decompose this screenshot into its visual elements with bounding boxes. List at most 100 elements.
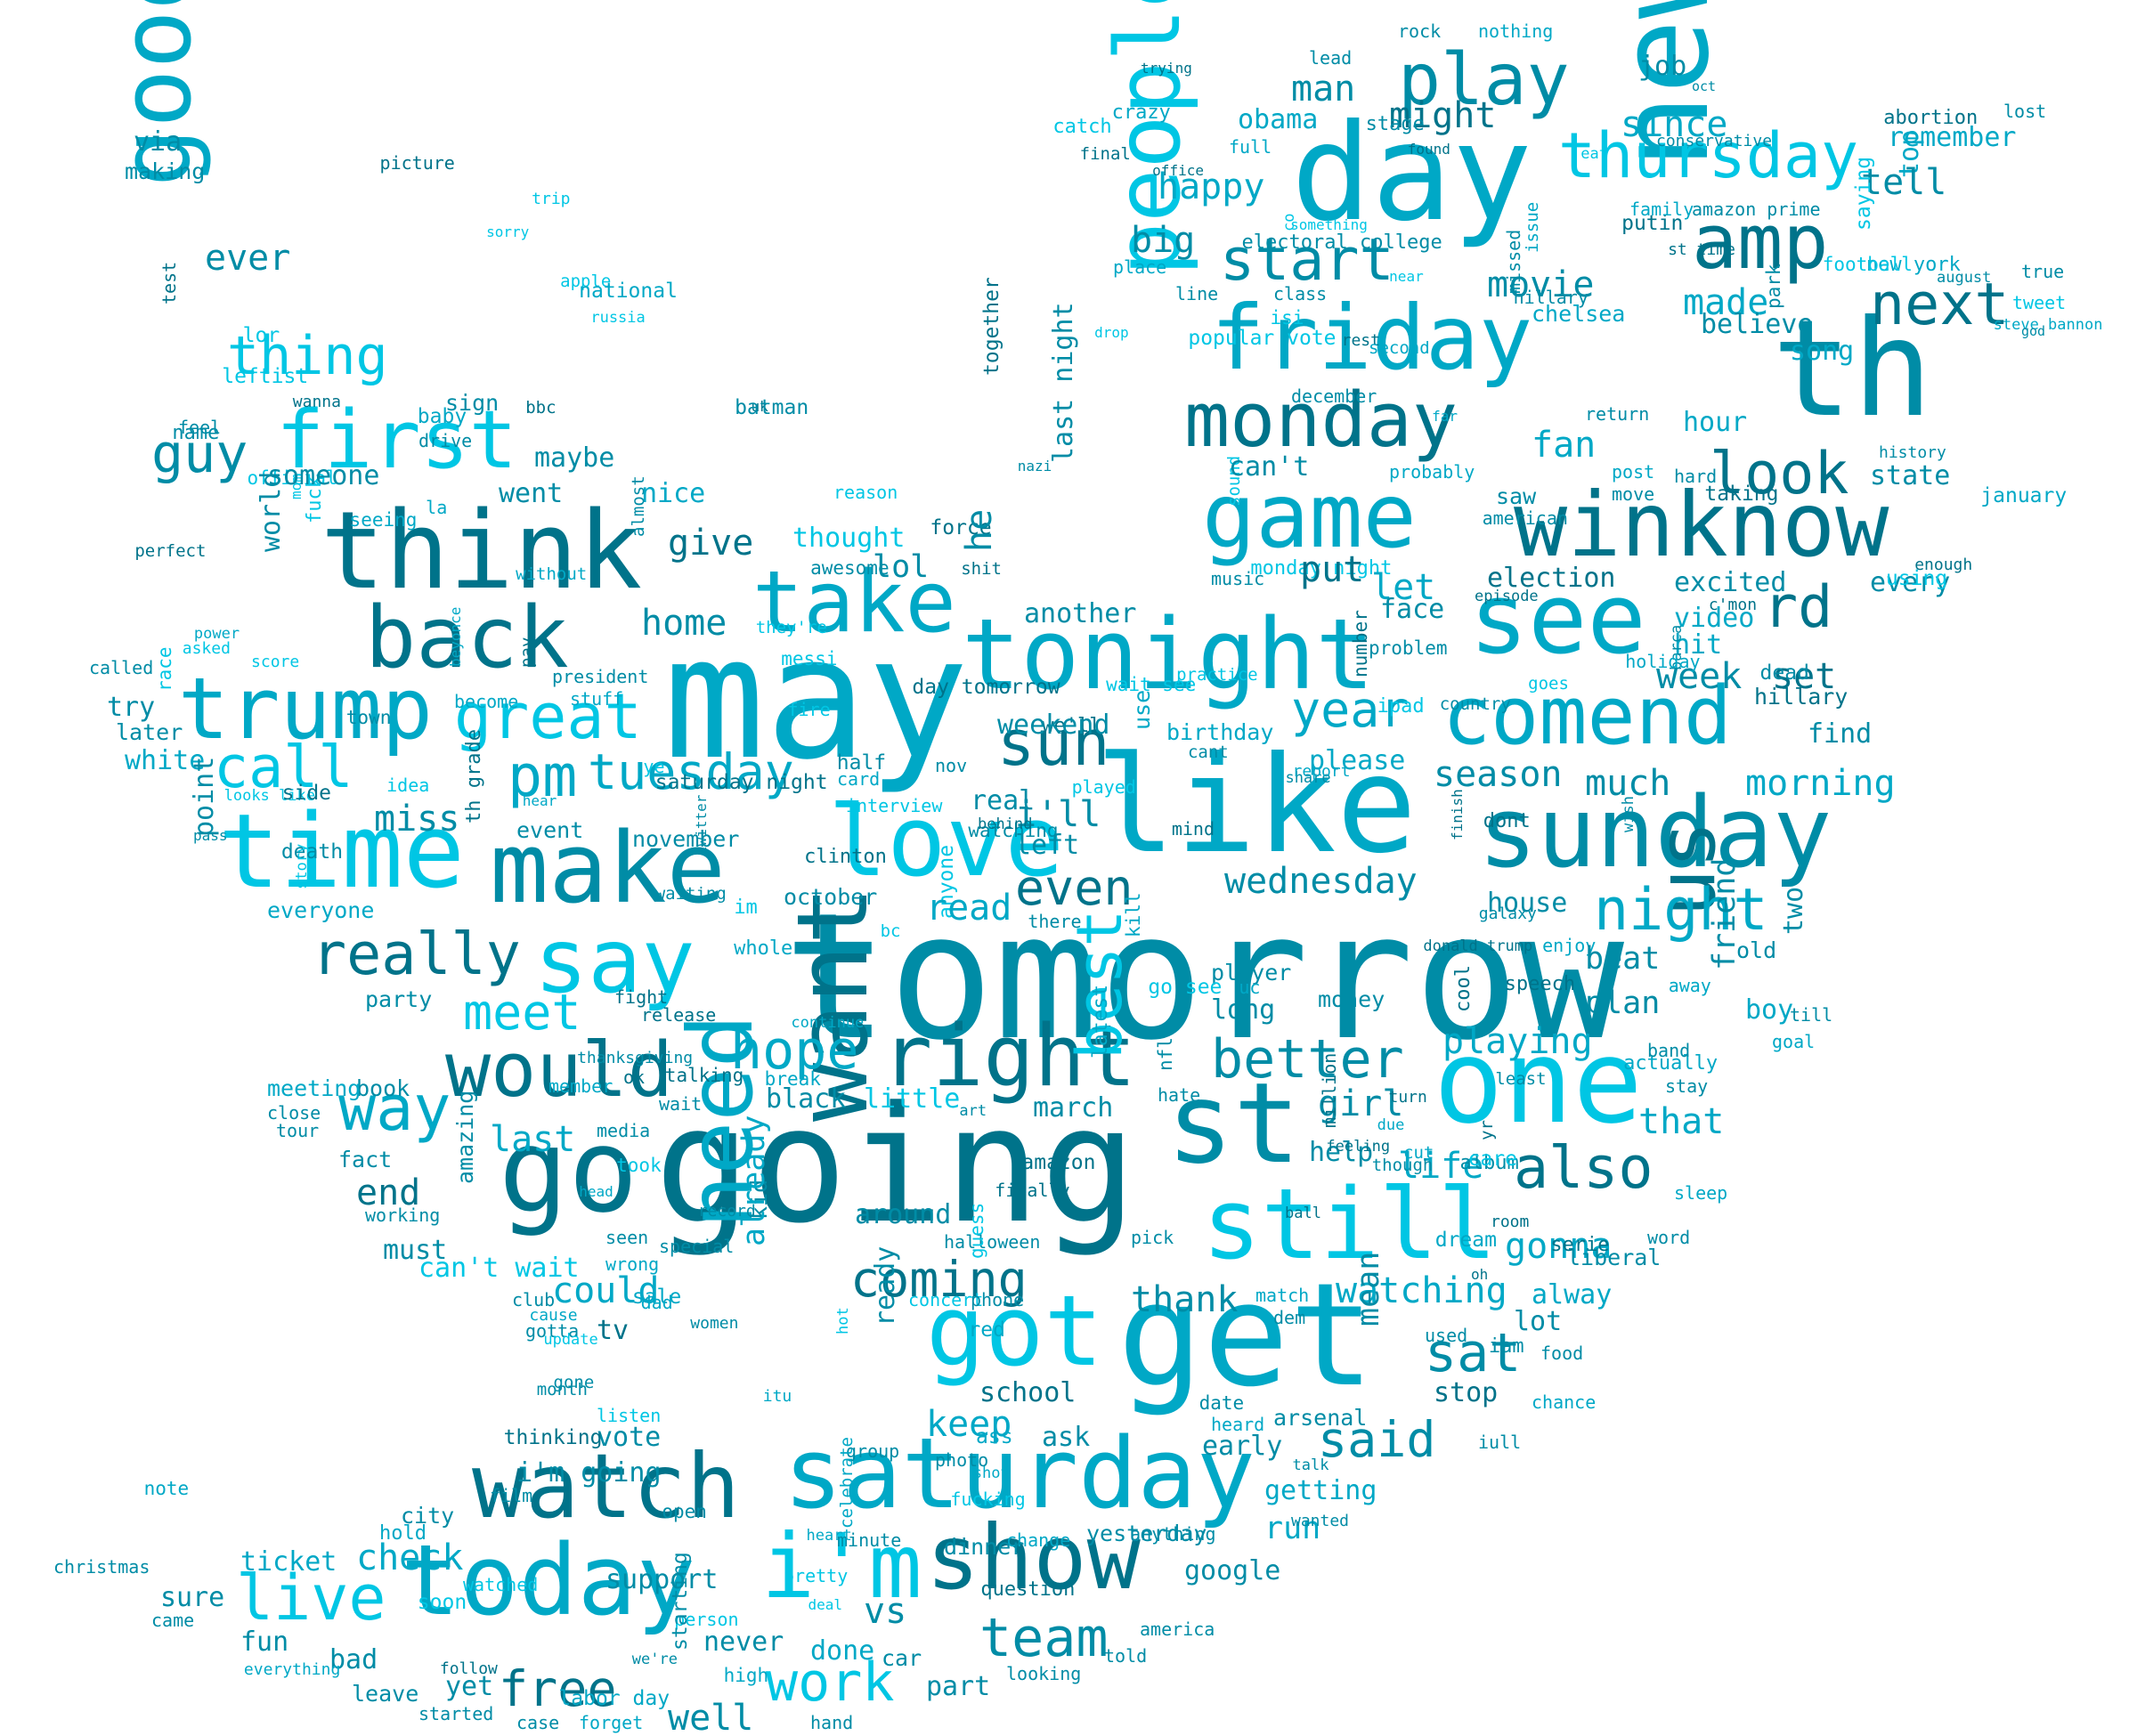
word-saturday: saturday — [784, 1416, 1255, 1530]
word-working: working — [365, 1205, 441, 1226]
word-said: said — [1318, 1411, 1436, 1468]
word-picture: picture — [379, 151, 455, 174]
word-speech: speech — [1504, 973, 1576, 996]
word-hillary: hillary — [1513, 287, 1589, 309]
word-episode: episode — [1475, 587, 1539, 605]
word-office: office — [1152, 161, 1204, 179]
word-batman: batman — [735, 396, 809, 420]
word-president: president — [552, 666, 649, 687]
word-pay: pay — [517, 637, 538, 668]
word-th: th — [1772, 292, 1933, 447]
word-make: make — [490, 811, 726, 925]
word-turn: turn — [1388, 1087, 1427, 1107]
word-birthday: birthday — [1166, 719, 1274, 745]
word-day-tomorrow: day tomorrow — [912, 675, 1060, 699]
word-feeling: feeling — [1326, 1137, 1391, 1156]
word-election: election — [1487, 563, 1616, 594]
word-goal: goal — [1772, 1031, 1816, 1052]
word-look: look — [1710, 441, 1849, 507]
word-pass: pass — [192, 826, 228, 844]
word-looking: looking — [1006, 1663, 1082, 1684]
word-report: report — [1292, 761, 1351, 781]
word-score: score — [251, 652, 300, 671]
word-via: via — [134, 126, 183, 158]
word-dem: dem — [1273, 1307, 1306, 1328]
word-probably: probably — [1389, 461, 1475, 483]
word-trying: trying — [1141, 59, 1192, 77]
word-behind: behind — [978, 815, 1033, 833]
word-russia: russia — [590, 309, 646, 328]
word-excited: excited — [1674, 567, 1787, 598]
word-stop: stop — [1434, 1377, 1499, 1408]
word-shit: shit — [961, 558, 1002, 579]
word-power: power — [193, 625, 240, 644]
word-even: even — [1015, 859, 1134, 916]
word-awesome: awesome — [810, 557, 890, 580]
word-early: early — [1202, 1431, 1283, 1462]
word-ipad: ipad — [1377, 694, 1425, 718]
word-taking: taking — [1704, 483, 1779, 507]
word-fucking: fucking — [950, 1488, 1026, 1510]
word-bc: bc — [880, 921, 901, 941]
word-back: back — [365, 589, 569, 687]
word-country: country — [1439, 694, 1511, 715]
word-lol: lol — [873, 549, 930, 585]
word-nice: nice — [641, 478, 706, 509]
word-dinner: dinner — [944, 1534, 1025, 1560]
word-c-mon: c'mon — [1708, 595, 1758, 614]
word-left: left — [1015, 830, 1080, 861]
word-note: note — [143, 1477, 190, 1499]
word-hear: hear — [522, 792, 557, 810]
word-chelsea: chelsea — [1532, 301, 1626, 327]
word-say: say — [534, 909, 695, 1013]
word-house: house — [1487, 888, 1568, 919]
word-wanna: wanna — [292, 393, 341, 412]
word-better: better — [1211, 1028, 1404, 1091]
word-close: close — [267, 1102, 321, 1124]
word-check: check — [356, 1537, 464, 1578]
word-big: big — [1131, 220, 1196, 261]
word-old: old — [1736, 937, 1777, 963]
word-number: number — [1349, 609, 1371, 677]
word-popular-vote: popular vote — [1188, 327, 1337, 351]
word-sorry: sorry — [486, 223, 530, 240]
word-called: called — [89, 657, 154, 678]
word-friend: friend — [1707, 857, 1743, 970]
word-class: class — [1273, 283, 1328, 304]
word-wish: wish — [1620, 796, 1638, 833]
word-football: football — [1822, 253, 1913, 275]
word-issue: issue — [1522, 201, 1542, 254]
word-wrong: wrong — [605, 1253, 660, 1275]
word-pm: pm — [508, 743, 578, 810]
word-seen: seen — [605, 1227, 649, 1248]
word-monday-night: monday night — [1250, 556, 1393, 580]
word-end: end — [356, 1172, 421, 1213]
word-putin: putin — [1621, 211, 1684, 235]
word-they-re: they're — [755, 618, 827, 638]
word-kill: kill — [1123, 892, 1145, 938]
word-start: start — [1220, 227, 1394, 294]
word-open: open — [662, 1501, 707, 1523]
word-oh: oh — [1470, 1265, 1489, 1283]
word-another: another — [1024, 598, 1137, 629]
word-car: car — [882, 1645, 922, 1671]
word-christmas: christmas — [53, 1556, 150, 1578]
word-monday: monday — [1184, 377, 1459, 465]
word-messi: messi — [781, 648, 838, 670]
word-hit: hit — [1674, 629, 1723, 661]
word-book: book — [356, 1075, 410, 1101]
word-heard: heard — [1211, 1414, 1265, 1435]
word-second: second — [1369, 337, 1430, 358]
word-there: there — [1028, 910, 1082, 932]
word-city: city — [401, 1503, 455, 1529]
word-crazy: crazy — [1111, 101, 1171, 124]
word-use: use — [1129, 689, 1155, 730]
word-school: school — [979, 1377, 1077, 1408]
word-question: question — [980, 1578, 1076, 1602]
word-gone: gone — [553, 1372, 595, 1392]
word-gonna: gonna — [1505, 1226, 1613, 1267]
word-used: used — [1425, 1325, 1468, 1346]
word-shot: shot — [972, 1464, 1010, 1483]
word-hillary: hillary — [1754, 684, 1849, 710]
